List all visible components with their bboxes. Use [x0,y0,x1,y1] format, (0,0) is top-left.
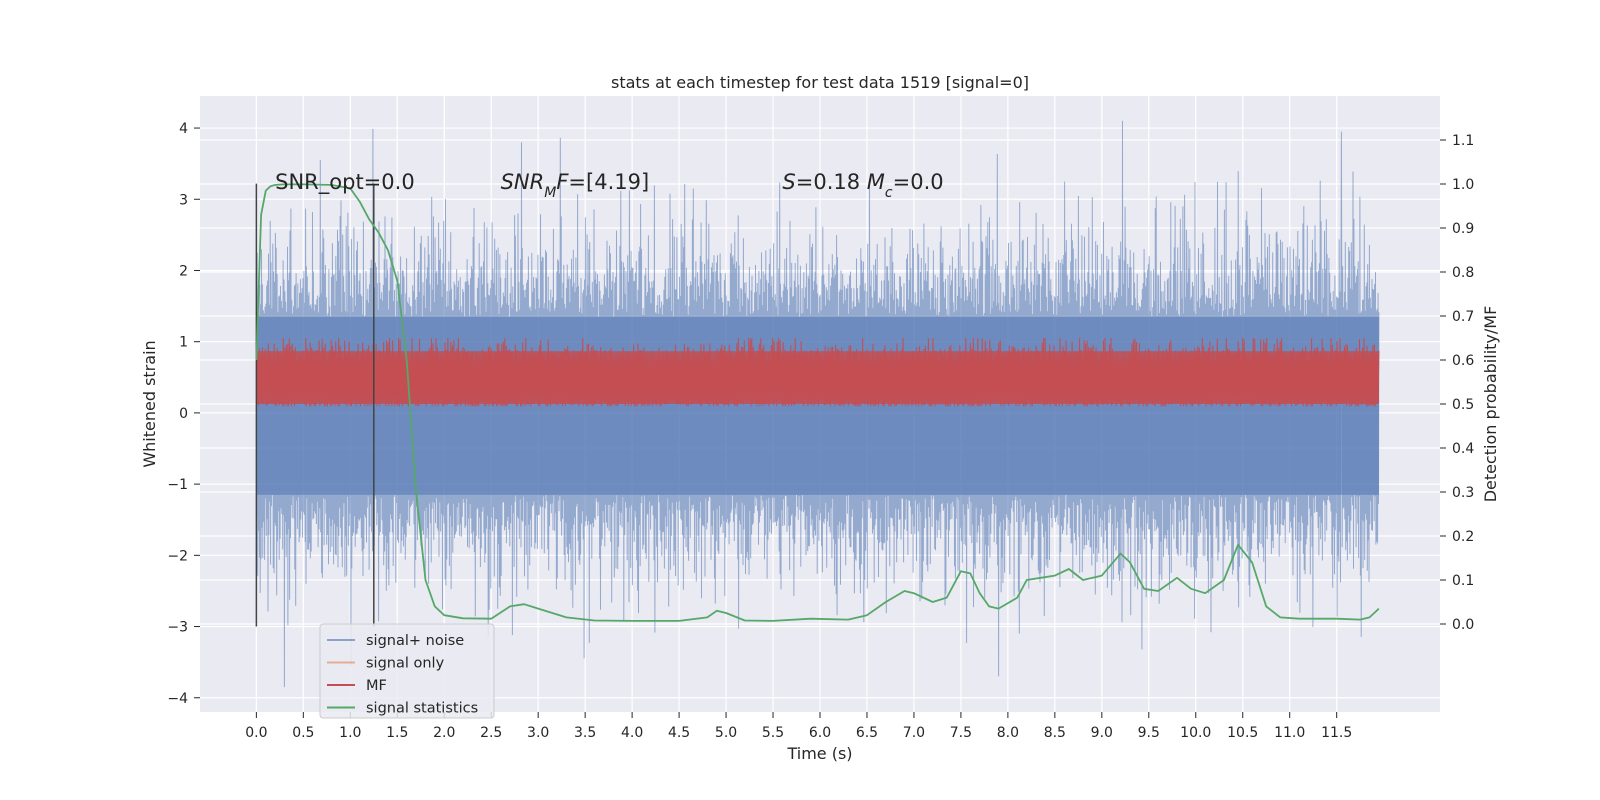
y-right-tick-label: 0.8 [1452,265,1474,281]
y-right-axis-ticks: 0.0 0.1 0.2 0.3 0.4 0.5 0.6 0.7 0.8 0.9 1.0 1.1 [1440,133,1474,633]
x-tick-label: 4.0 [621,725,643,741]
chart-title: stats at each timestep for test data 151… [611,73,1029,92]
y-right-tick-label: 0.4 [1452,441,1474,457]
x-tick-label: 2.5 [480,725,502,741]
legend-label: signal only [366,656,445,672]
legend-box [319,623,495,719]
x-tick-label: 4.5 [668,725,690,741]
y-right-tick-label: 0.9 [1452,221,1474,237]
x-axis-label: Time (s) [786,744,852,763]
x-tick-label: 0.5 [292,725,314,741]
x-tick-label: 1.5 [386,725,408,741]
y-left-tick-label: −3 [167,620,188,636]
y-left-axis-ticks: −4 −3 −2 −1 0 1 2 3 4 [167,121,200,707]
mf-line [255,337,1380,407]
annotation-1: SNR_opt=0.0 [275,170,415,195]
y-left-tick-label: −2 [167,548,188,564]
legend-label: signal statistics [366,701,478,717]
y-right-tick-label: 0.5 [1452,397,1474,413]
y-right-tick-label: 0.7 [1452,309,1474,325]
y-right-tick-label: 0.6 [1452,353,1474,369]
y-left-tick-label: −4 [167,691,188,707]
x-tick-label: 6.5 [856,725,878,741]
signal-statistics-line [255,183,1380,622]
signal-noise-line [255,120,1380,688]
y-left-tick-label: 1 [179,335,188,351]
x-tick-label: 1.0 [339,725,361,741]
x-tick-label: 5.5 [762,725,784,741]
y-right-tick-label: 1.1 [1452,133,1474,149]
annotations: SNR_opt=0.0 SNRMF=[4.19] S=0.18 Mc=0.0 [275,170,943,201]
signal-statistics-series [255,183,1380,622]
x-axis-ticks: 0.0 0.5 1.0 1.5 2.0 2.5 3.0 3.5 4.0 4.5 5.0 5.5 6.0 6… [245,712,1352,741]
y-right-tick-label: 0.2 [1452,529,1474,545]
x-tick-label: 8.5 [1044,725,1066,741]
x-tick-label: 7.0 [903,725,925,741]
annotation-2: SNRMF=[4.19] [501,170,650,201]
vlines [255,183,375,627]
x-tick-label: 3.5 [574,725,596,741]
x-tick-label: 7.5 [950,725,972,741]
plot-layer [255,120,1380,688]
y-right-tick-label: 0.3 [1452,485,1474,501]
y-left-tick-label: −1 [167,477,188,493]
x-tick-label: 8.0 [997,725,1019,741]
legend-label: MF [366,678,387,694]
y-left-tick-label: 4 [179,121,188,137]
x-tick-label: 11.5 [1321,725,1352,741]
x-tick-label: 2.0 [433,725,455,741]
y-right-tick-label: 0.1 [1452,573,1474,589]
y-right-axis-label: Detection probability/MF [1481,306,1500,503]
annotation-3: S=0.18 Mc=0.0 [782,170,943,201]
x-tick-label: 6.0 [809,725,831,741]
legend-label: signal+ noise [366,633,464,649]
y-left-tick-label: 3 [179,192,188,208]
y-right-tick-label: 0.0 [1452,617,1474,633]
x-tick-label: 10.0 [1180,725,1211,741]
x-tick-label: 10.5 [1227,725,1258,741]
x-tick-label: 3.0 [527,725,549,741]
y-right-tick-label: 1.0 [1452,177,1474,193]
x-tick-label: 0.0 [245,725,267,741]
x-tick-label: 11.0 [1274,725,1305,741]
y-left-tick-label: 0 [179,406,188,422]
legend: signal+ noise signal only MF signal statist… [319,623,495,719]
signal-noise-series [255,120,1380,688]
mf-series [255,337,1380,407]
y-left-axis-label: Whitened strain [140,340,159,467]
x-tick-label: 9.5 [1138,725,1160,741]
x-tick-label: 9.0 [1091,725,1113,741]
x-tick-label: 5.0 [715,725,737,741]
y-left-tick-label: 2 [179,263,188,279]
